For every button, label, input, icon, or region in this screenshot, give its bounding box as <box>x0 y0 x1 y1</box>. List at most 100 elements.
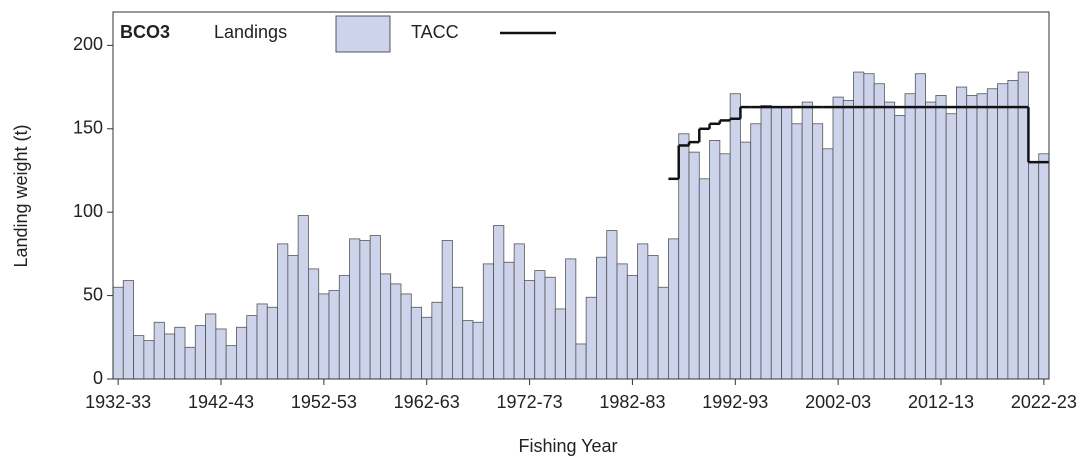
x-tick-label: 1992-93 <box>702 392 768 412</box>
bar <box>338 275 350 380</box>
bar <box>1028 161 1040 380</box>
x-tick-label: 1982-83 <box>599 392 665 412</box>
bar <box>266 306 278 380</box>
legend-title: BCO3 <box>120 22 170 42</box>
bar <box>503 261 515 380</box>
bar <box>236 326 248 380</box>
bar <box>626 275 638 380</box>
bar <box>760 105 772 380</box>
plot-frame <box>112 11 1050 380</box>
bar <box>133 335 145 380</box>
bar <box>297 215 309 380</box>
y-tick-label: 200 <box>73 34 103 54</box>
bar <box>143 340 155 380</box>
bar <box>349 238 361 380</box>
bar <box>369 235 381 380</box>
y-tick-label: 0 <box>93 368 103 388</box>
bar <box>410 306 422 380</box>
legend-swatch <box>335 15 391 53</box>
bar <box>287 255 299 380</box>
x-tick-label: 1932-33 <box>85 392 151 412</box>
bar <box>812 123 824 380</box>
bar <box>256 303 268 380</box>
x-axis-label: Fishing Year <box>518 436 617 456</box>
bar <box>698 178 710 380</box>
x-tick-label: 1952-53 <box>291 392 357 412</box>
bar <box>328 290 340 380</box>
bar <box>637 243 649 380</box>
bar <box>678 133 690 380</box>
bar <box>791 123 803 380</box>
bar <box>863 73 875 380</box>
bar <box>1038 153 1050 380</box>
bar <box>770 106 782 380</box>
bar <box>431 301 443 380</box>
bar <box>853 71 865 380</box>
bar <box>513 243 525 380</box>
bar <box>781 106 793 380</box>
bar <box>956 86 968 380</box>
bar <box>421 316 433 380</box>
bar <box>606 230 618 380</box>
bar <box>112 286 124 380</box>
bar <box>544 276 556 380</box>
bar <box>493 225 505 380</box>
bar <box>194 325 206 380</box>
bar <box>585 296 597 380</box>
bar <box>596 256 608 380</box>
bar <box>174 326 186 380</box>
bar <box>832 96 844 380</box>
bar <box>359 240 371 380</box>
bar <box>822 148 834 380</box>
bar <box>318 293 330 380</box>
bar <box>215 328 227 380</box>
bar <box>400 293 412 380</box>
bar <box>729 93 741 380</box>
x-tick-label: 2002-03 <box>805 392 871 412</box>
bar <box>441 240 453 380</box>
y-tick-label: 150 <box>73 118 103 138</box>
legend-label: TACC <box>411 22 459 42</box>
bar <box>709 140 721 380</box>
bar <box>750 123 762 380</box>
bar <box>482 263 494 380</box>
bar <box>842 100 854 380</box>
bar <box>153 321 165 380</box>
x-tick-label: 2012-13 <box>908 392 974 412</box>
bar <box>945 113 957 380</box>
bar <box>1017 71 1029 380</box>
bar <box>904 93 916 380</box>
bar <box>740 141 752 380</box>
x-tick-label: 2022-23 <box>1011 392 1077 412</box>
bar <box>575 343 587 380</box>
bar <box>647 255 659 380</box>
bar <box>277 243 289 380</box>
bar <box>997 83 1009 380</box>
bar <box>914 73 926 380</box>
bar <box>225 345 237 380</box>
bar <box>657 286 669 380</box>
bar <box>184 346 196 380</box>
bar <box>616 263 628 380</box>
bar <box>719 153 731 380</box>
bar <box>884 101 896 380</box>
bar <box>966 95 978 380</box>
x-tick-label: 1942-43 <box>188 392 254 412</box>
bar <box>986 88 998 380</box>
y-tick-label: 100 <box>73 201 103 221</box>
bar <box>380 273 392 380</box>
y-axis-label: Landing weight (t) <box>11 124 31 267</box>
bar <box>688 151 700 380</box>
bar <box>122 280 134 380</box>
bar <box>164 333 176 380</box>
bar <box>205 313 217 380</box>
bar <box>308 268 320 380</box>
bar <box>462 320 474 380</box>
y-tick-label: 50 <box>83 284 103 304</box>
bar <box>452 286 464 380</box>
bar <box>472 321 484 380</box>
bar <box>668 238 680 380</box>
bar <box>524 280 536 380</box>
bar <box>534 270 546 380</box>
